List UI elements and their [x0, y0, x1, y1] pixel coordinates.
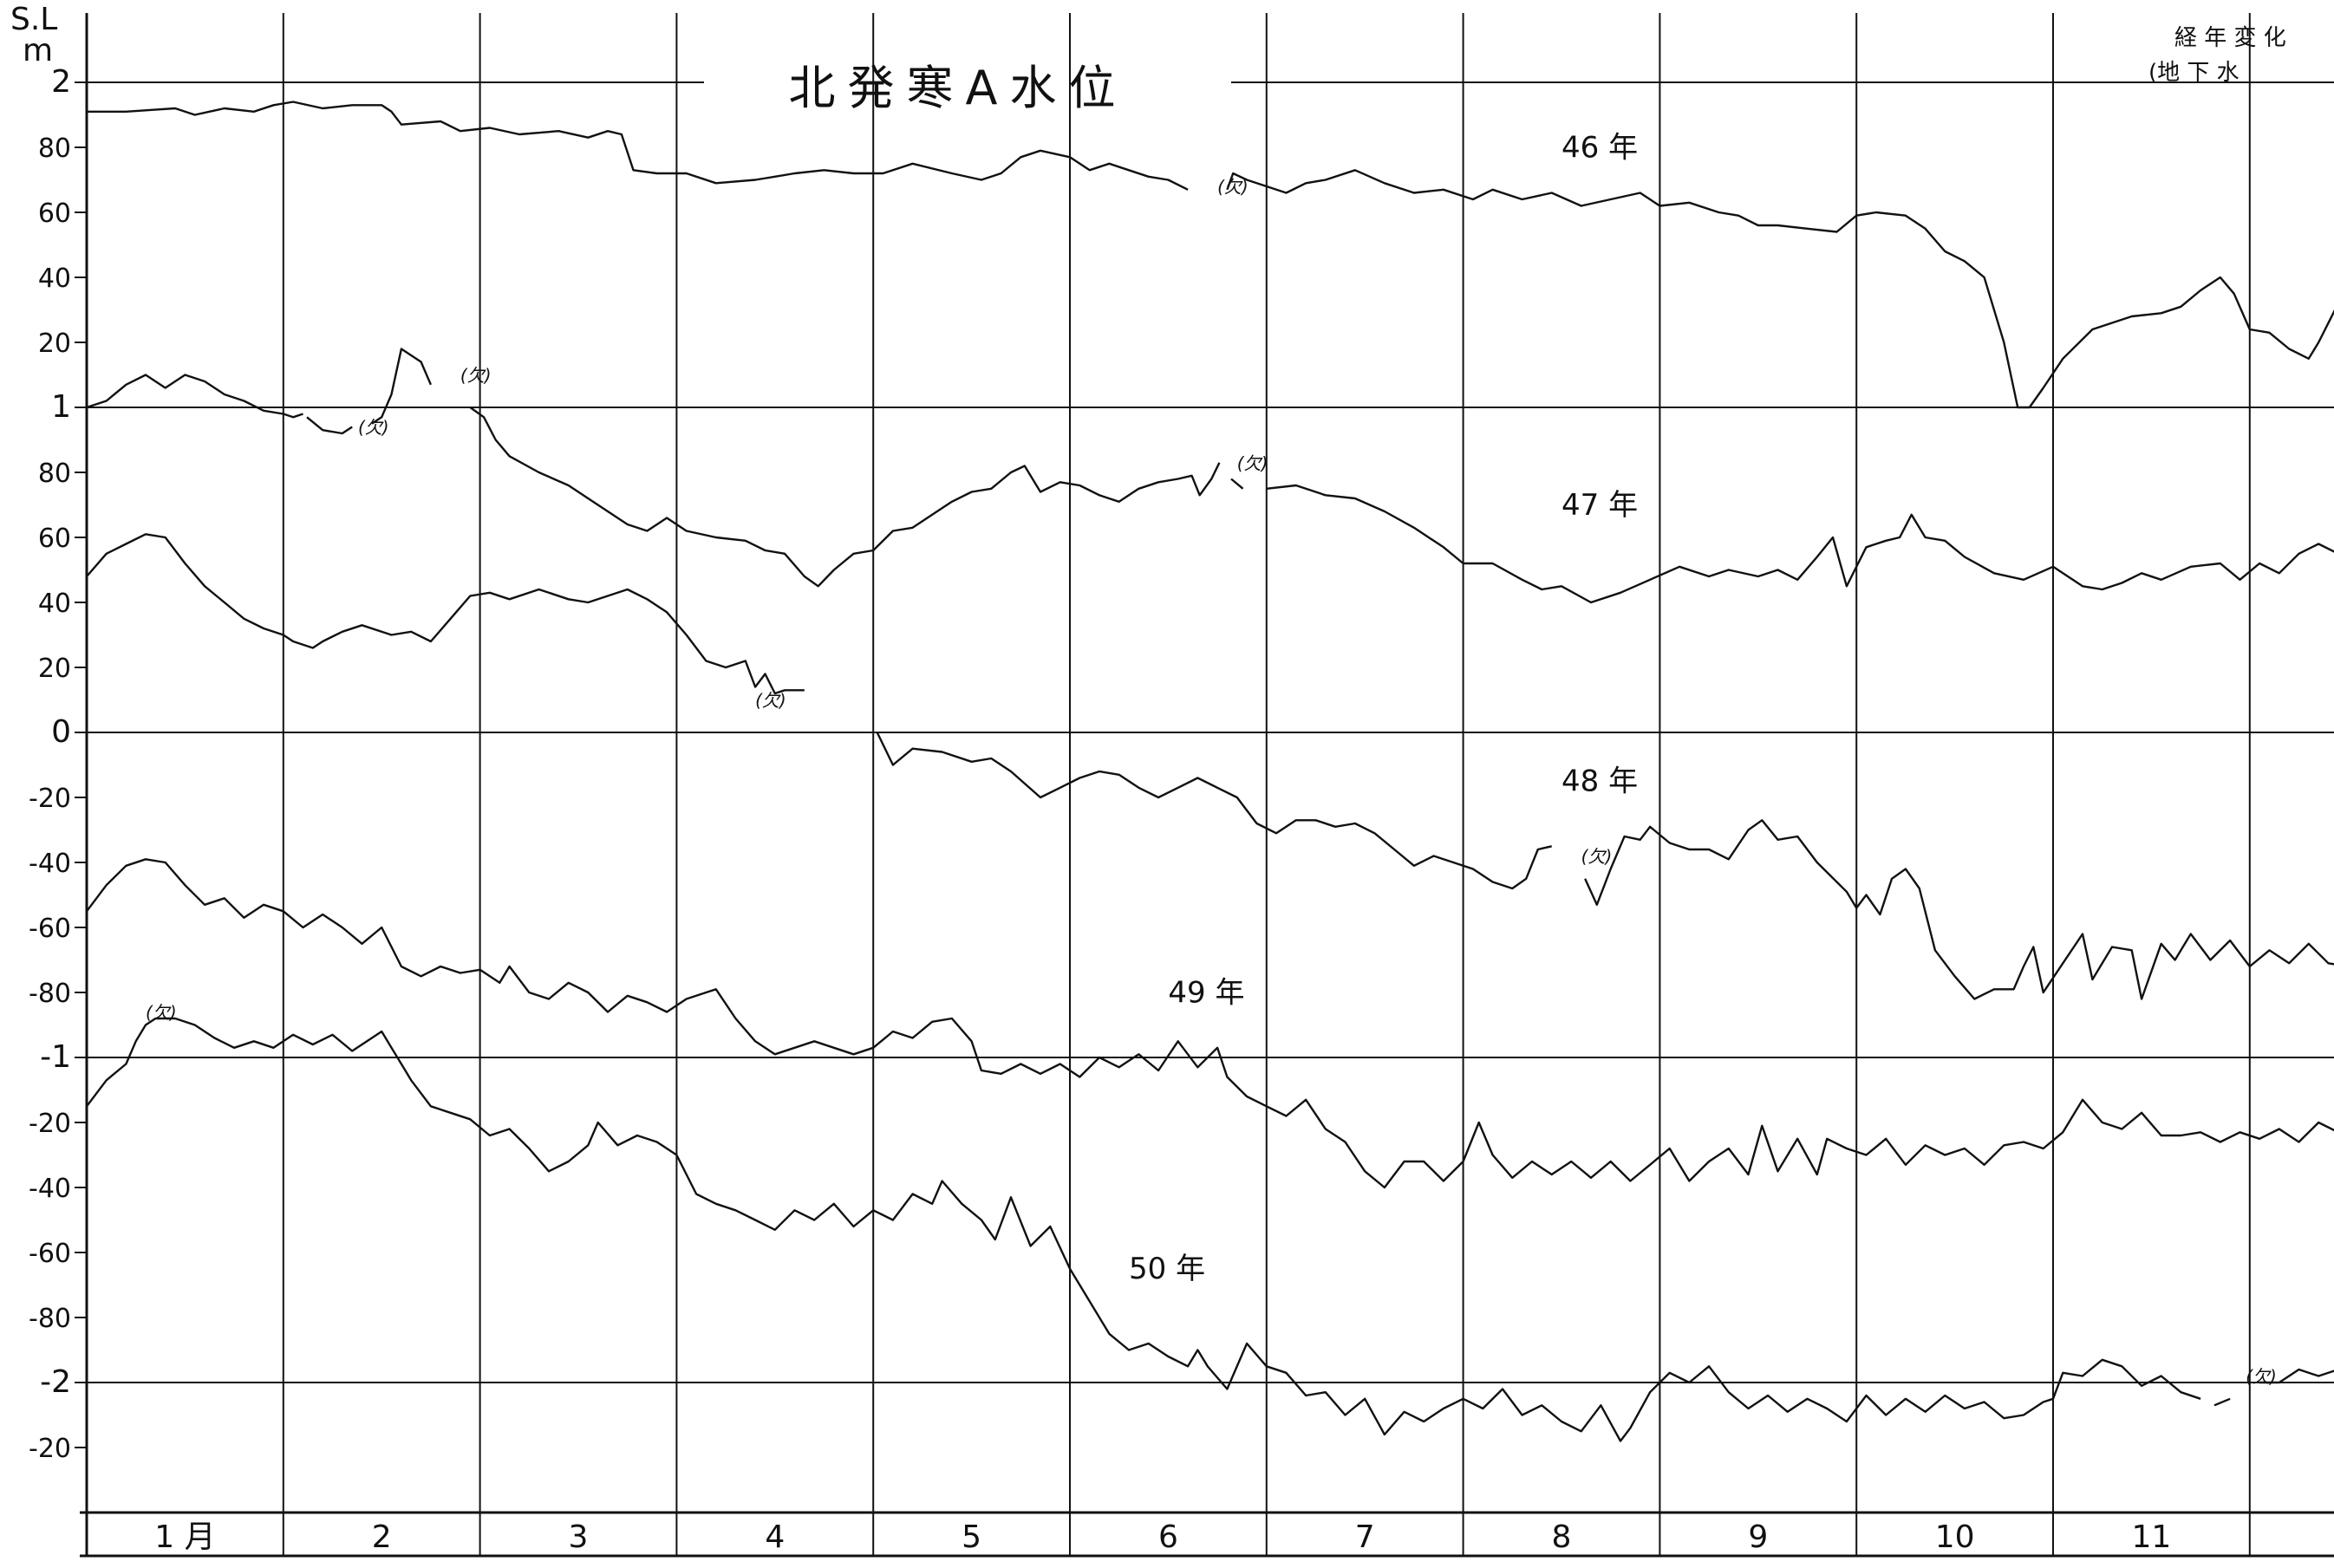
series-label: 50 年	[1129, 1252, 1205, 1286]
series-label: 46 年	[1561, 130, 1638, 165]
missing-data-mark: (欠)	[755, 690, 786, 711]
y-axis-title-line2: m	[23, 33, 53, 68]
y-tick-label: 20	[38, 654, 71, 684]
missing-data-mark: (欠)	[146, 1002, 177, 1023]
y-tick-label: -20	[29, 784, 71, 814]
series-line	[371, 348, 433, 425]
y-tick-label: 1	[51, 389, 71, 425]
month-label: 5	[962, 1519, 981, 1555]
series-line	[86, 1017, 2201, 1442]
month-label: 7	[1355, 1519, 1375, 1555]
month-label: 8	[1552, 1519, 1572, 1555]
series-line	[2213, 1397, 2231, 1407]
y-tick-label: 40	[38, 589, 71, 619]
missing-data-mark: (欠)	[1581, 846, 1613, 867]
y-tick-label: -20	[29, 1109, 71, 1139]
missing-data-mark: (欠)	[1237, 452, 1268, 473]
y-tick-label: 60	[38, 198, 71, 229]
month-label: 11	[2131, 1519, 2171, 1555]
y-tick-label: 2	[51, 64, 71, 100]
y-tick-label: 60	[38, 524, 71, 554]
missing-data-mark: (欠)	[460, 365, 492, 386]
series-line	[1230, 478, 1244, 490]
y-tick-label: 80	[38, 459, 71, 489]
missing-data-mark: (欠)	[358, 417, 389, 438]
y-tick-label: 20	[38, 329, 71, 359]
y-tick-label: 40	[38, 264, 71, 294]
series-label: 47 年	[1561, 488, 1638, 523]
series-line	[86, 858, 2334, 1189]
y-axis-title-line1: S.L	[10, 2, 57, 37]
month-label: 9	[1748, 1519, 1768, 1555]
y-tick-label: -80	[29, 1304, 71, 1334]
y-tick-label: -2	[40, 1364, 71, 1400]
series-line	[1226, 169, 2334, 409]
series-line	[1266, 484, 2334, 604]
month-label: 4	[765, 1519, 785, 1555]
series-line	[876, 732, 1552, 890]
y-tick-label: -80	[29, 979, 71, 1009]
month-label: 2	[372, 1519, 392, 1555]
month-label: 3	[569, 1519, 589, 1555]
y-tick-label: 80	[38, 133, 71, 164]
y-tick-label: -20	[29, 1434, 71, 1464]
corner-note-line2: (地 下 水	[2148, 60, 2239, 86]
month-label: 10	[1935, 1519, 1975, 1555]
series-label: 49 年	[1168, 975, 1244, 1010]
series-line	[2259, 1368, 2334, 1384]
series-label: 48 年	[1561, 764, 1638, 799]
y-tick-label: -40	[29, 849, 71, 879]
series-line	[86, 374, 303, 419]
y-tick-label: -1	[40, 1039, 71, 1075]
missing-data-mark: (欠)	[2246, 1366, 2277, 1387]
series-line	[469, 407, 1221, 588]
series-line	[306, 416, 353, 435]
series-line	[87, 101, 1189, 191]
y-tick-label: -40	[29, 1174, 71, 1204]
y-tick-label: 0	[51, 714, 71, 750]
month-label: 6	[1158, 1519, 1178, 1555]
series-line	[1584, 819, 2334, 1000]
corner-note-line1: 経 年 変 化	[2174, 25, 2286, 51]
y-tick-label: -60	[29, 1239, 71, 1269]
chart-title: 北発寒A水位	[789, 61, 1128, 115]
missing-data-mark: (欠)	[1217, 177, 1248, 198]
month-label: 1 月	[154, 1519, 215, 1555]
y-tick-label: -60	[29, 914, 71, 944]
series-line	[86, 533, 805, 695]
